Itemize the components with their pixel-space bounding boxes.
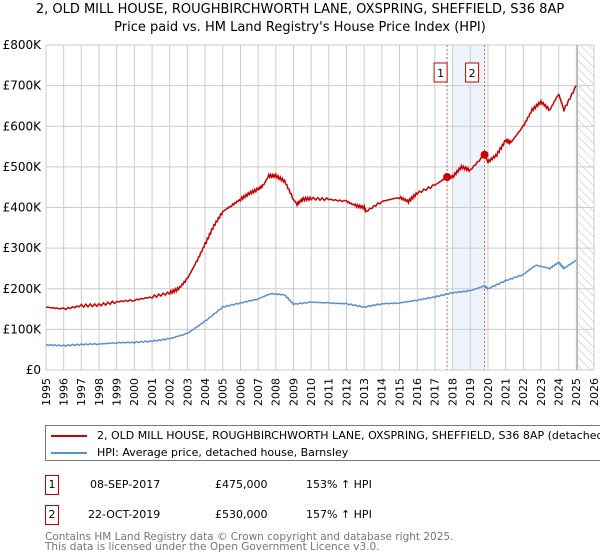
legend-item-property: 2, OLD MILL HOUSE, ROUGHBIRCHWORTH LANE,…: [51, 429, 600, 442]
legend-swatch-blue: [51, 451, 87, 454]
y-tick-label: £0: [26, 363, 41, 377]
y-tick-label: £400K: [3, 201, 43, 215]
x-tick-label: 2020: [482, 378, 495, 406]
x-tick-label: 1997: [75, 378, 88, 406]
x-tick-label: 2017: [429, 378, 442, 406]
x-tick-label: 2005: [217, 378, 230, 406]
x-tick-label: 2009: [287, 378, 300, 406]
y-tick-label: £300K: [3, 241, 43, 255]
y-tick-label: £600K: [3, 119, 43, 133]
x-tick-label: 2013: [358, 378, 371, 406]
sale-point: [443, 173, 452, 182]
legend-label: HPI: Average price, detached house, Barn…: [97, 446, 349, 459]
transaction-date: 08-SEP-2017: [90, 478, 161, 491]
x-tick-label: 2003: [181, 378, 194, 406]
transaction-price: £530,000: [215, 508, 268, 521]
x-tick-label: 2012: [340, 378, 353, 406]
footer-licence: This data is licensed under the Open Gov…: [45, 541, 380, 553]
footer-copyright: Contains HM Land Registry data © Crown c…: [45, 531, 454, 543]
sale-marker-badge: [465, 62, 480, 83]
y-tick-label: £100K: [3, 322, 43, 336]
x-tick-label: 2016: [411, 378, 424, 406]
x-tick-label: 2019: [464, 378, 477, 406]
legend-label: 2, OLD MILL HOUSE, ROUGHBIRCHWORTH LANE,…: [97, 429, 600, 442]
y-tick-label: £700K: [3, 79, 43, 93]
x-tick-label: 2014: [376, 378, 389, 406]
x-tick-label: 2011: [323, 378, 336, 406]
x-tick-label: 2002: [164, 378, 177, 406]
x-tick-label: 2006: [234, 378, 247, 406]
hpi-line: [45, 259, 577, 347]
sale-marker-label: 1: [437, 67, 444, 80]
sale-marker-badge: [433, 62, 448, 83]
transaction-badge: 2: [45, 505, 59, 525]
x-tick-label: 2008: [270, 378, 283, 406]
sale-point: [480, 150, 489, 159]
x-tick-label: 2021: [499, 378, 512, 406]
transaction-price: £475,000: [215, 478, 268, 491]
y-tick-label: £500K: [3, 160, 43, 174]
y-tick-label: £800K: [3, 38, 43, 52]
y-tick-label: £200K: [3, 282, 43, 296]
price-chart: 1995 1996 1997 1998 1999 2000 2001 2002 2003 2004…: [3, 38, 600, 406]
legend: 2, OLD MILL HOUSE, ROUGHBIRCHWORTH LANE,…: [45, 425, 600, 461]
x-tick-label: 1996: [58, 378, 71, 406]
sale-marker-label: 2: [469, 67, 476, 80]
x-tick-label: 2015: [393, 378, 406, 406]
transaction-date: 22-OCT-2019: [88, 508, 161, 521]
x-tick-label: 2000: [128, 378, 141, 406]
x-tick-label: 2026: [588, 378, 600, 406]
x-tick-label: 1995: [40, 378, 53, 406]
chart-subtitle: Price paid vs. HM Land Registry's House …: [114, 20, 486, 35]
x-tick-label: 1999: [111, 378, 124, 406]
x-tick-label: 2022: [517, 378, 530, 406]
property-price-line: [45, 85, 577, 311]
x-tick-label: 2010: [305, 378, 318, 406]
x-tick-label: 2023: [535, 378, 548, 406]
x-tick-label: 2024: [552, 378, 565, 406]
x-tick-label: 2004: [199, 378, 212, 406]
x-tick-label: 1998: [93, 378, 106, 406]
transaction-delta: 157% ↑ HPI: [306, 508, 372, 521]
chart-title: 2, OLD MILL HOUSE, ROUGHBIRCHWORTH LANE,…: [35, 2, 565, 17]
x-tick-label: 2018: [446, 378, 459, 406]
transaction-badge: 1: [45, 475, 59, 495]
transaction-delta: 153% ↑ HPI: [306, 478, 372, 491]
legend-swatch-red: [51, 434, 87, 437]
x-tick-label: 2007: [252, 378, 265, 406]
legend-item-hpi: HPI: Average price, detached house, Barn…: [51, 446, 348, 459]
x-tick-label: 2001: [146, 378, 159, 406]
x-tick-label: 2025: [570, 378, 583, 406]
